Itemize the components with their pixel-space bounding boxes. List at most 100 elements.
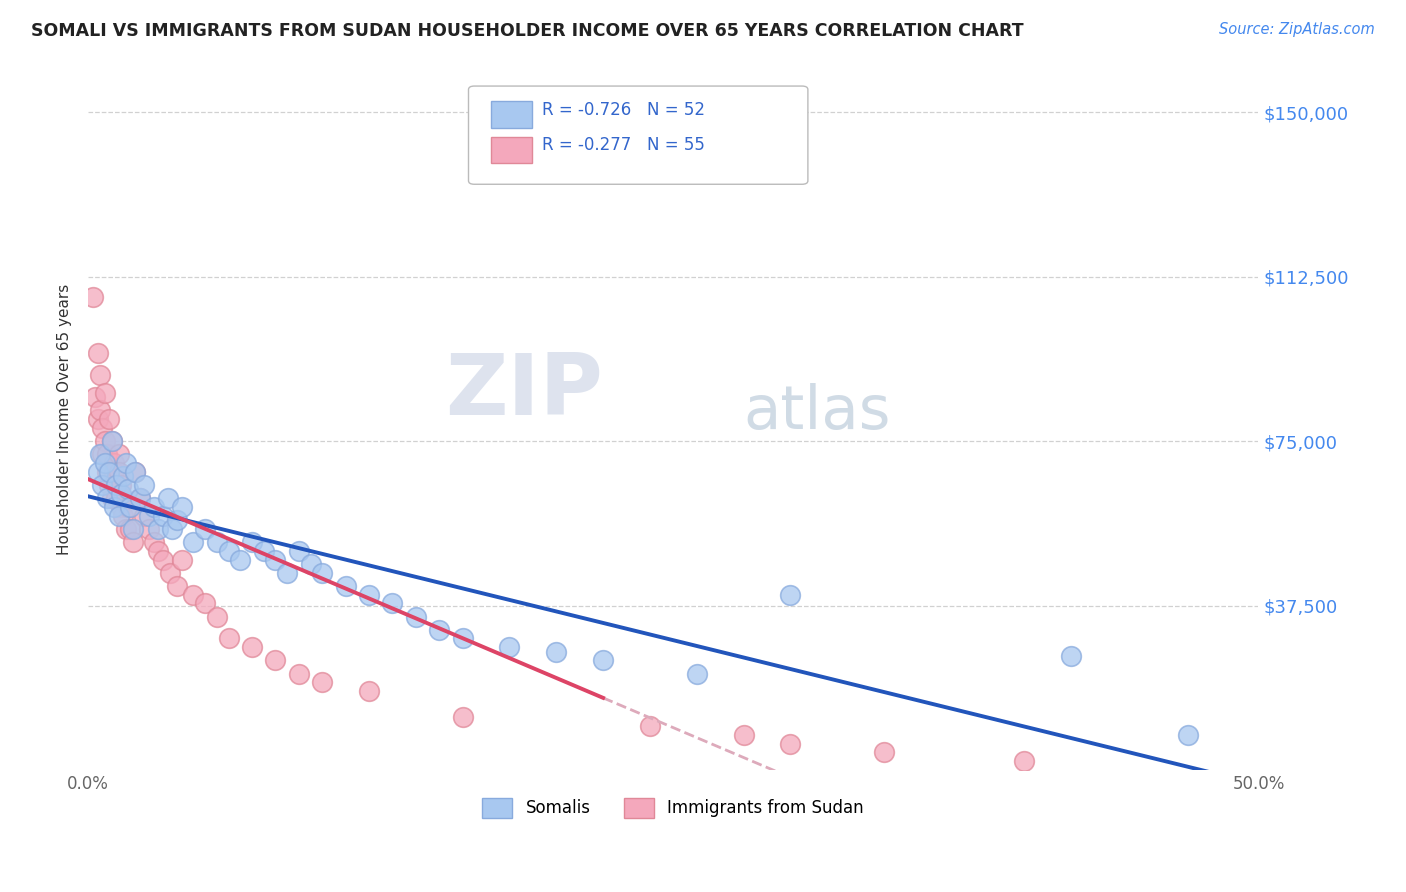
Point [779, 737, 801, 751]
Point [264, 552, 287, 566]
Point [107, 447, 129, 461]
Point [89, 447, 111, 461]
Point [107, 465, 129, 479]
Point [117, 500, 139, 514]
Point [128, 491, 150, 505]
Point [100, 491, 122, 505]
Point [103, 465, 125, 479]
Point [170, 552, 193, 566]
Point [733, 728, 755, 742]
Point [166, 579, 188, 593]
Point [84, 390, 107, 404]
Point [142, 535, 165, 549]
Point [91, 421, 114, 435]
Point [498, 640, 520, 655]
Point [229, 552, 252, 566]
Point [183, 535, 205, 549]
Point [183, 588, 205, 602]
Point [205, 535, 228, 549]
Point [156, 491, 179, 505]
Point [112, 469, 135, 483]
Point [311, 566, 333, 580]
Point [159, 566, 181, 580]
Point [103, 456, 125, 470]
Point [93, 456, 115, 470]
Point [357, 588, 380, 602]
Point [100, 434, 122, 449]
Point [138, 522, 160, 536]
Point [134, 508, 156, 523]
Point [142, 500, 165, 514]
Legend: Somalis, Immigrants from Sudan: Somalis, Immigrants from Sudan [475, 791, 870, 825]
Point [105, 478, 128, 492]
Point [218, 543, 240, 558]
Point [592, 653, 614, 667]
Point [381, 596, 404, 610]
Point [335, 579, 357, 593]
Point [86, 465, 108, 479]
Point [96, 491, 118, 505]
Point [112, 508, 135, 523]
Point [110, 478, 132, 492]
Point [405, 609, 427, 624]
Point [110, 487, 132, 501]
Point [89, 403, 111, 417]
Point [98, 465, 121, 479]
Point [86, 346, 108, 360]
Point [253, 543, 276, 558]
Point [96, 465, 118, 479]
Point [311, 675, 333, 690]
Point [1060, 648, 1083, 663]
Point [1177, 728, 1199, 742]
Text: ZIP: ZIP [446, 350, 603, 433]
Point [82, 289, 104, 303]
Point [128, 491, 150, 505]
Bar [491, 136, 531, 163]
Point [121, 535, 143, 549]
Point [194, 596, 217, 610]
Point [148, 522, 170, 536]
Point [218, 632, 240, 646]
Point [638, 719, 661, 733]
Point [1014, 754, 1036, 768]
Text: R = -0.277   N = 55: R = -0.277 N = 55 [543, 136, 704, 153]
Point [103, 500, 125, 514]
Point [107, 508, 129, 523]
Text: Source: ZipAtlas.com: Source: ZipAtlas.com [1219, 22, 1375, 37]
Point [240, 640, 263, 655]
FancyBboxPatch shape [468, 86, 808, 185]
Point [194, 522, 217, 536]
Point [124, 465, 146, 479]
Point [451, 710, 474, 724]
Point [91, 478, 114, 492]
Point [451, 632, 474, 646]
Point [205, 609, 228, 624]
Point [105, 478, 128, 492]
Point [89, 368, 111, 383]
Point [427, 623, 450, 637]
Point [686, 666, 709, 681]
Point [166, 513, 188, 527]
Point [162, 522, 184, 536]
Point [873, 746, 896, 760]
Point [93, 434, 115, 449]
Point [120, 522, 142, 536]
Point [98, 478, 121, 492]
Point [114, 522, 136, 536]
Point [93, 386, 115, 401]
Point [98, 412, 121, 426]
Point [91, 447, 114, 461]
Point [120, 500, 142, 514]
Text: atlas: atlas [744, 383, 891, 442]
Point [112, 491, 135, 505]
Point [299, 557, 322, 571]
Point [148, 543, 170, 558]
Point [152, 552, 174, 566]
Text: SOMALI VS IMMIGRANTS FROM SUDAN HOUSEHOLDER INCOME OVER 65 YEARS CORRELATION CHA: SOMALI VS IMMIGRANTS FROM SUDAN HOUSEHOL… [31, 22, 1024, 40]
Point [117, 483, 139, 497]
Point [134, 478, 156, 492]
Point [86, 412, 108, 426]
Y-axis label: Householder Income Over 65 years: Householder Income Over 65 years [58, 284, 72, 555]
Point [240, 535, 263, 549]
Point [357, 684, 380, 698]
